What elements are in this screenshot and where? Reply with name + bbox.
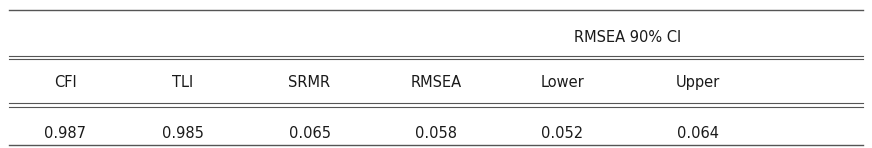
Text: 0.987: 0.987 (44, 126, 86, 141)
Text: 0.058: 0.058 (415, 126, 457, 141)
Text: Lower: Lower (541, 75, 584, 90)
Text: 0.985: 0.985 (162, 126, 204, 141)
Text: TLI: TLI (173, 75, 194, 90)
Text: RMSEA 90% CI: RMSEA 90% CI (575, 29, 681, 45)
Text: RMSEA: RMSEA (411, 75, 461, 90)
Text: Upper: Upper (676, 75, 719, 90)
Text: 0.064: 0.064 (677, 126, 719, 141)
Text: 0.065: 0.065 (289, 126, 330, 141)
Text: CFI: CFI (54, 75, 77, 90)
Text: SRMR: SRMR (289, 75, 330, 90)
Text: 0.052: 0.052 (542, 126, 583, 141)
